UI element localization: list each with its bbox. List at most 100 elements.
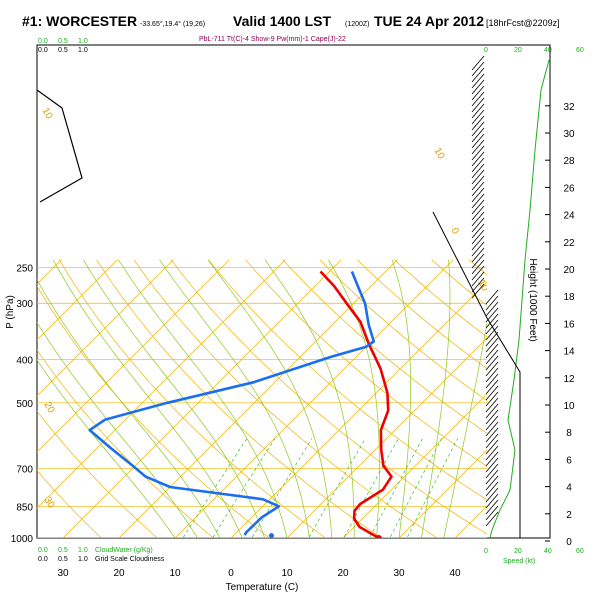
mixing-ratio-label: 15 [330,541,339,550]
wind-barb [485,463,499,479]
wind-barb [471,175,485,191]
right-axis-title: Height (1000 Feet) [527,258,538,341]
wind-barb [471,187,485,203]
wind-barb [471,127,485,143]
valid-date: TUE 24 Apr 2012 [374,13,484,29]
height-tick-30: 30 [563,129,575,140]
wind-barb [471,151,485,167]
mixing-ratio-line [343,438,399,538]
moist-adiabat [207,259,333,538]
wind-barb [471,259,485,275]
speed-scale-top-0: 0 [484,47,488,54]
isotherm-label: 20 [507,326,522,342]
wind-barb [471,265,485,281]
cloud-scale-top-1: 0.5 [58,47,68,54]
grid-cloud-label: Grid Scale Cloudiness [95,556,165,563]
mixing-ratio-line [389,438,443,538]
wind-barb [485,295,499,311]
wind-barb [485,433,499,449]
wind-barb [485,511,499,527]
wind-barb [471,199,485,215]
wind-barb [471,115,485,131]
wind-barb [485,397,499,413]
cloud-scale-bottom-1: 0.5 [58,556,68,563]
height-tick-20: 20 [563,265,575,276]
height-tick-22: 22 [563,238,575,249]
pressure-tick-700: 700 [16,464,33,475]
wind-speed-curve [489,59,550,538]
wind-barb [485,355,499,371]
x-axis-title: Temperature (C) [226,582,299,593]
wind-barb [485,301,499,317]
station-title: #1: WORCESTER [22,13,137,29]
wind-barb [471,193,485,209]
wind-barb [471,85,485,101]
wind-barb [471,211,485,227]
isotherm-line [37,259,118,341]
dry-adiabat [37,470,102,538]
wind-barb [485,469,499,485]
wind-barb [485,361,499,377]
dry-adiabat [37,410,158,538]
surface-dewpoint-marker [268,533,274,538]
isotherm-label: 30 [41,495,56,511]
isotherm-line [501,260,600,548]
isotherm-line [37,259,286,509]
height-tick-26: 26 [563,183,575,194]
wind-barbs [432,55,521,538]
wind-barb [485,379,499,395]
sounding-profiles [88,270,393,538]
wind-barb [471,55,485,71]
dry-adiabat [282,259,487,434]
mixing-ratio-line [182,438,248,538]
wind-barb [485,313,499,329]
height-tick-10: 10 [563,401,575,412]
wind-boundary-line [432,211,521,538]
isotherm-line [37,259,230,453]
wind-barb [485,289,499,305]
pressure-tick-250: 250 [16,264,33,275]
wind-barb [471,217,485,233]
cloud-scale-bottom-green-1: 0.5 [58,547,68,554]
cloud-scale-bottom-2: 1.0 [78,556,88,563]
height-tick-32: 32 [563,102,575,113]
mixing-ratio-line [406,438,459,538]
height-tick-28: 28 [563,156,575,167]
cloud-scale-bottom-0: 0.0 [38,556,48,563]
height-tick-2: 2 [566,510,572,521]
cloud-scale-top-green-1: 0.5 [58,38,68,45]
wind-barb [485,439,499,455]
moist-adiabat [328,259,380,538]
isotherm-line [174,259,454,538]
wind-barb [485,415,499,431]
y-axis-title: P (hPa) [5,295,16,329]
height-tick-4: 4 [566,483,572,494]
cloud-scale-bottom-green: 0.0 0.5 1.0 CloudWater (g/Kg) [38,547,153,554]
mixing-ratio-label: 30 [470,541,479,550]
pressure-tick-850: 850 [16,502,33,513]
wind-speed-panel [489,59,550,538]
wind-barb [485,451,499,467]
wind-barb [471,235,485,251]
dry-adiabat [319,259,487,402]
wind-barb [471,103,485,119]
height-tick-8: 8 [566,428,572,439]
height-tick-14: 14 [563,347,575,358]
dry-adiabat [59,259,326,538]
valid-time: Valid 1400 LST [233,13,331,29]
isotherm-label: 10 [39,106,54,122]
wind-barb [485,349,499,365]
wind-barb [471,79,485,95]
temperature-tick: 20 [337,568,349,579]
speed-scale-top-1: 20 [514,47,522,54]
forecast-hour: [18hrFcst@2209z] [486,18,560,28]
temperature-tick: 30 [57,568,69,579]
moist-adiabat [52,259,243,538]
wind-barb [485,403,499,419]
isotherm-label: 10 [431,146,446,162]
wind-barb [485,325,499,341]
wind-barb [471,67,485,83]
temperature-tick: 10 [169,568,181,579]
